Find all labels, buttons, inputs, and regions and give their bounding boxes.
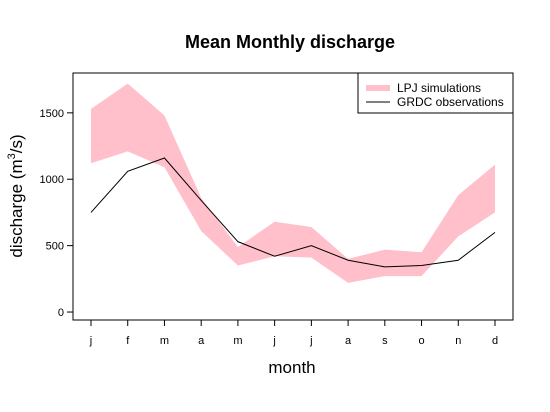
series-band-lpj-simulations: [91, 83, 495, 283]
x-tick-label: f: [126, 335, 130, 347]
x-tick-label: m: [233, 335, 242, 347]
y-tick-label: 1500: [40, 108, 64, 120]
x-tick-label: j: [309, 335, 312, 347]
y-axis-label: discharge (m3/s): [6, 134, 26, 257]
x-axis-label: month: [268, 358, 315, 377]
x-tick-label: n: [455, 335, 461, 347]
legend-label-lpj: LPJ simulations: [397, 81, 481, 95]
y-axis-label-main: discharge (m: [7, 159, 26, 257]
x-tick-label: j: [272, 335, 275, 347]
series-line-grdc-observations: [90, 157, 496, 268]
legend-label-grdc: GRDC observations: [397, 95, 504, 109]
legend-box: [357, 72, 514, 114]
legend: LPJ simulations GRDC observations: [357, 72, 514, 114]
plot-area: [90, 83, 496, 283]
x-tick-label: s: [382, 335, 388, 347]
y-tick-label: 0: [58, 307, 64, 319]
x-tick-label: a: [345, 335, 352, 347]
x-tick-label: m: [160, 335, 169, 347]
x-tick-label: d: [492, 335, 498, 347]
y-axis: 0 500 1000 1500: [40, 108, 73, 319]
x-tick-label: o: [418, 335, 424, 347]
plot-frame: [72, 72, 514, 321]
y-axis-label-sup: 3: [6, 153, 18, 159]
x-tick-label: a: [198, 335, 205, 347]
y-tick-label: 500: [46, 241, 64, 253]
y-axis-label-end: /s): [7, 134, 26, 153]
chart-title: Mean Monthly discharge: [185, 32, 395, 52]
x-tick-label: j: [89, 335, 92, 347]
y-tick-label: 1000: [40, 174, 64, 186]
